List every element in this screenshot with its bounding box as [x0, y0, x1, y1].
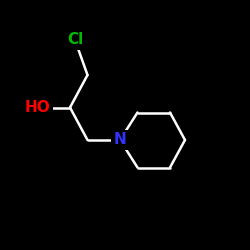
Text: HO: HO: [24, 100, 50, 115]
Text: N: N: [114, 132, 126, 148]
Text: Cl: Cl: [67, 32, 83, 48]
